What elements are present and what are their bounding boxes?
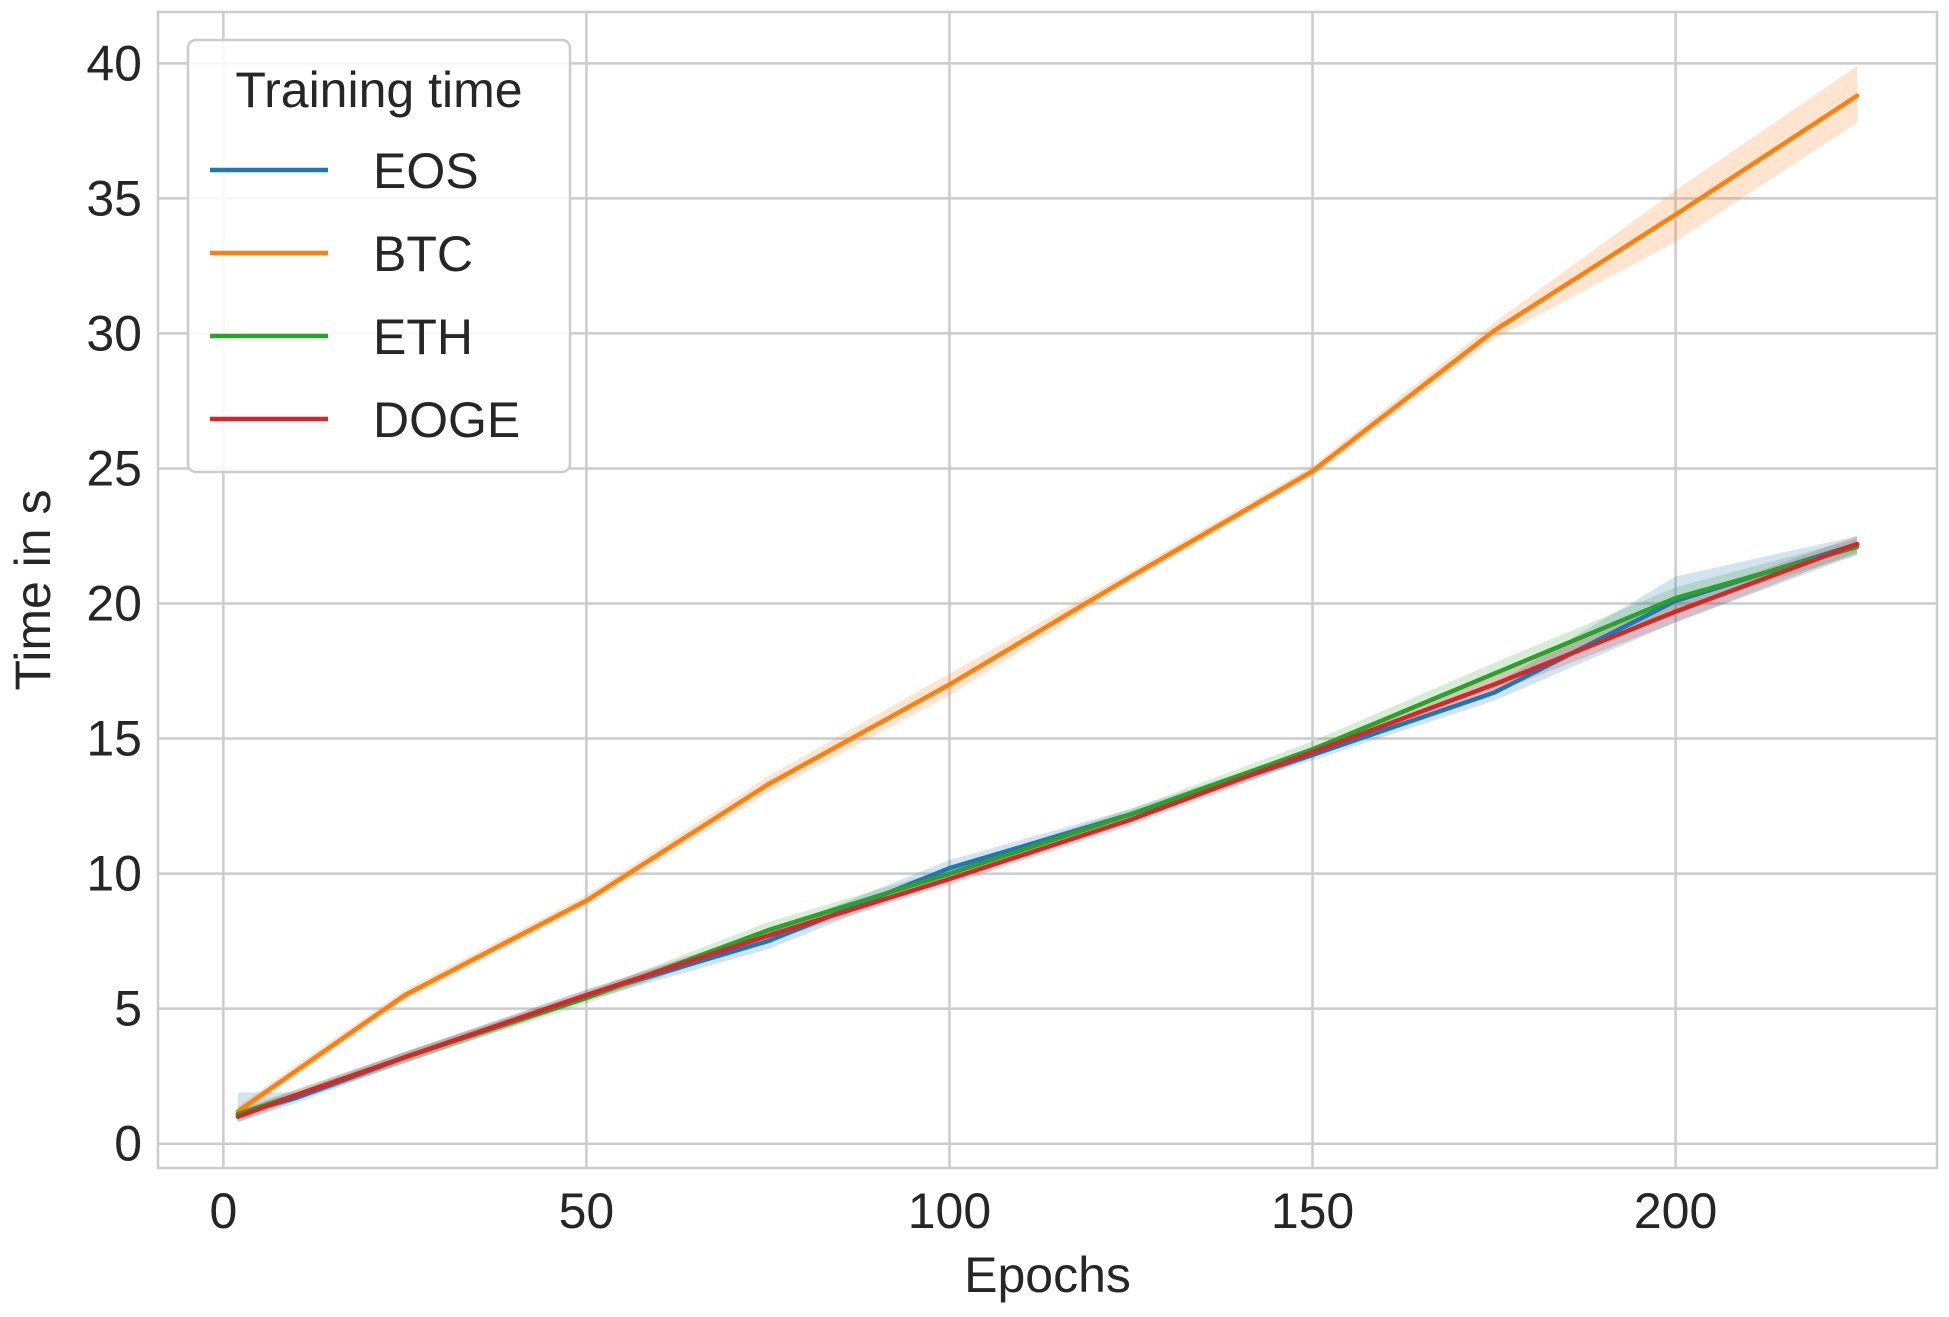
y-tick-label: 30 bbox=[86, 305, 142, 361]
legend-label-btc: BTC bbox=[373, 226, 473, 282]
x-axis-title: Epochs bbox=[964, 1247, 1131, 1303]
line-doge bbox=[235, 541, 1860, 1119]
y-axis-title: Time in s bbox=[5, 490, 61, 691]
x-tick-labels: 0 50 100 150 200 bbox=[209, 1183, 1717, 1239]
y-tick-label: 5 bbox=[114, 981, 142, 1037]
y-tick-label: 10 bbox=[86, 846, 142, 902]
y-tick-label: 25 bbox=[86, 440, 142, 496]
legend-label-eos: EOS bbox=[373, 143, 479, 199]
y-tick-label: 15 bbox=[86, 711, 142, 767]
y-tick-label: 35 bbox=[86, 170, 142, 226]
y-tick-label: 20 bbox=[86, 576, 142, 632]
line-btc bbox=[235, 93, 1860, 1114]
band-eth bbox=[237, 538, 1858, 1120]
legend-label-doge: DOGE bbox=[373, 392, 520, 448]
series-lines bbox=[235, 93, 1860, 1119]
legend-label-eth: ETH bbox=[373, 309, 473, 365]
plot-frame bbox=[156, 10, 1939, 1170]
y-tick-label: 40 bbox=[86, 35, 142, 91]
x-tick-label: 0 bbox=[209, 1183, 237, 1239]
x-tick-label: 100 bbox=[908, 1183, 991, 1239]
x-tick-label: 200 bbox=[1634, 1183, 1717, 1239]
legend-title: Training time bbox=[235, 62, 522, 118]
y-tick-labels: 0 5 10 15 20 25 30 35 40 bbox=[86, 35, 142, 1171]
legend: Training time EOS BTC ETH DOGE bbox=[186, 38, 572, 474]
legend-box bbox=[186, 38, 572, 474]
y-tick-label: 0 bbox=[114, 1116, 142, 1172]
x-tick-label: 50 bbox=[559, 1183, 615, 1239]
legend-entries: EOS BTC ETH DOGE bbox=[210, 143, 520, 448]
x-tick-label: 150 bbox=[1271, 1183, 1354, 1239]
